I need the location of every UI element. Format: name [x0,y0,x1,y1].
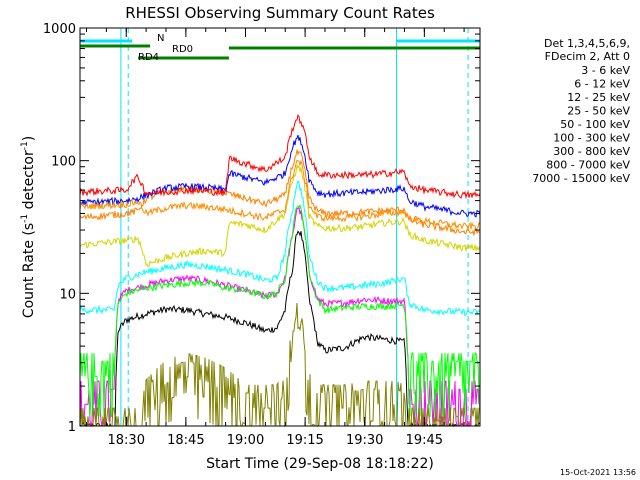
series-line [79,159,481,231]
series-line [79,113,481,200]
timestamp: 15-Oct-2021 13:56 [560,468,636,477]
x-tick-label: 19:15 [286,433,323,448]
y-tick-label: 10 [59,287,76,302]
legend-header-2: FDecim 2, Att 0 [545,50,630,63]
x-tick-label: 19:00 [227,433,264,448]
x-tick-label: 19:30 [346,433,383,448]
series-line [79,204,481,417]
x-tick-label: 18:45 [167,433,204,448]
legend: Det 1,3,4,5,6,9, FDecim 2, Att 0 3 - 6 k… [532,37,630,185]
plot-area: N RD0 RD4 [79,28,481,428]
x-tick-label: 19:45 [406,433,443,448]
legend-entry: 25 - 50 keV [567,105,630,118]
chart-title: RHESSI Observing Summary Count Rates [125,4,435,22]
legend-entry: 800 - 7000 keV [546,159,630,172]
x-axis-label: Start Time (29-Sep-08 18:18:22) [206,456,434,472]
legend-entry: 6 - 12 keV [574,78,630,91]
y-tick-label: 1 [68,420,76,435]
y-axis: 1 10 100 1000 [43,22,480,435]
legend-entry: 50 - 100 keV [560,118,630,131]
y-axis-label: Count Rate (s-1 detector-1) [20,136,37,318]
legend-header-1: Det 1,3,4,5,6,9, [544,37,630,50]
legend-entry: 300 - 800 keV [553,145,630,158]
legend-entry: 7000 - 15000 keV [532,172,630,185]
legend-entry: 3 - 6 keV [581,64,630,77]
label-n: N [157,33,164,44]
series-line [79,149,481,236]
series-line [79,179,481,317]
x-axis: 18:30 18:45 19:00 19:15 19:30 19:45 [85,28,465,448]
legend-entry: 12 - 25 keV [567,91,630,104]
series-line [79,134,481,218]
label-rd4: RD4 [138,52,159,63]
y-tick-label: 1000 [43,22,76,37]
series-line [79,164,481,268]
y-tick-label: 100 [51,155,76,170]
plot-frame [79,27,481,427]
label-rd0: RD0 [172,44,193,55]
legend-entry: 100 - 300 keV [553,132,630,145]
x-tick-label: 18:30 [108,433,145,448]
